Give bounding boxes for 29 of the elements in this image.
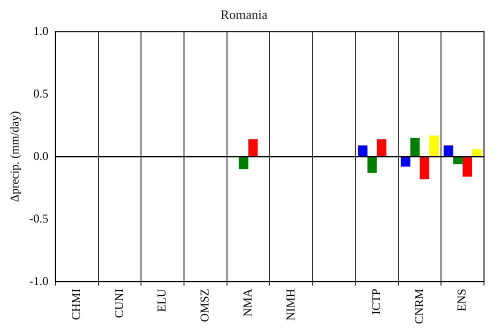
y-tick-label: 1.0	[33, 24, 48, 38]
bar	[453, 156, 463, 164]
bar	[472, 149, 482, 157]
x-tick-label: CNRM	[412, 288, 426, 324]
bar	[410, 138, 420, 157]
x-tick-label: NMA	[240, 288, 254, 317]
bar	[444, 145, 454, 157]
chart-title: Romania	[220, 7, 268, 22]
bar	[429, 135, 439, 157]
bar	[367, 156, 377, 173]
x-tick-label: ENS	[454, 288, 469, 312]
y-axis-title: Δprecip. (mm/day)	[7, 111, 22, 202]
x-tick-label: CHMI	[68, 288, 83, 320]
y-tick-label: 0.0	[33, 148, 48, 163]
bar	[358, 145, 368, 157]
y-tick-label: 0.5	[33, 86, 48, 100]
x-tick-label: NIMH	[283, 288, 298, 321]
x-tick-label: ELU	[154, 288, 169, 312]
bar	[462, 156, 472, 177]
bar	[376, 139, 386, 157]
y-tick-label: -0.5	[29, 211, 48, 226]
x-tick-label: ICTP	[369, 288, 384, 315]
bar	[238, 156, 248, 170]
y-tick-label: -1.0	[29, 274, 48, 288]
bar	[420, 156, 430, 180]
bar	[248, 139, 258, 157]
x-tick-label: OMSZ	[198, 288, 212, 322]
bar	[400, 156, 410, 167]
x-tick-label: CUNI	[112, 288, 126, 318]
